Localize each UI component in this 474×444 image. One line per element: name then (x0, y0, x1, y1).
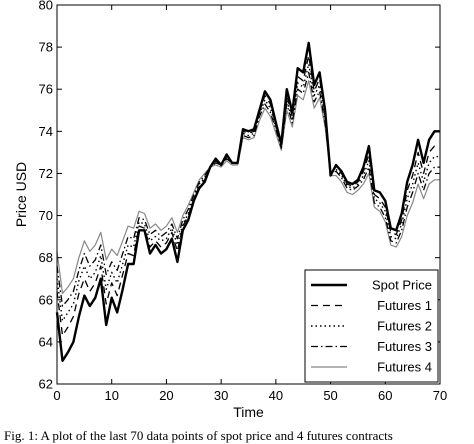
line-chart: 0 10 20 30 40 50 60 70 62 64 66 68 70 72 74 76 78 80 Time… (13, 0, 448, 420)
ticks-layer: 0 10 20 30 40 50 60 70 62 64 66 68 70 72 74 76 78 80 (39, 0, 448, 403)
y-tick-label: 72 (39, 166, 53, 181)
y-tick-label: 62 (39, 377, 53, 392)
legend-entry-label: Futures 3 (377, 339, 432, 354)
x-tick-label: 70 (433, 388, 447, 403)
series-layer (55, 41, 440, 362)
plot-frame (56, 4, 441, 385)
legend-box (304, 269, 439, 383)
series-line-4 (56, 71, 440, 307)
x-tick-label: 50 (323, 388, 337, 403)
series-line-3 (56, 63, 440, 322)
y-tick-label: 74 (39, 124, 53, 139)
x-tick-label: 60 (378, 388, 392, 403)
legend-entry-label: Futures 1 (377, 298, 432, 313)
series-line-5 (56, 80, 440, 295)
series-line-1 (55, 41, 440, 362)
legend-entry-label: Futures 2 (377, 319, 432, 334)
legend-entry-label: Spot Price (372, 278, 432, 293)
legend-entry-label: Futures 4 (377, 360, 432, 375)
series-line-2 (56, 54, 440, 337)
y-tick-label: 80 (39, 0, 53, 13)
x-axis-label: Time (233, 404, 264, 420)
x-tick-label: 10 (104, 388, 118, 403)
x-tick-label: 20 (159, 388, 173, 403)
y-tick-label: 68 (39, 250, 53, 265)
y-tick-label: 78 (39, 40, 53, 55)
y-axis-label: Price USD (13, 162, 29, 227)
y-tick-label: 76 (39, 82, 53, 97)
y-tick-label: 64 (39, 334, 53, 349)
x-tick-label: 40 (269, 388, 283, 403)
figure-caption: Fig. 1: A plot of the last 70 data point… (4, 428, 393, 443)
legend: Spot Price Futures 1 Futures 2 Futures 3 Fut… (304, 269, 439, 383)
y-tick-label: 70 (39, 208, 53, 223)
x-tick-label: 30 (214, 388, 228, 403)
y-tick-label: 66 (39, 292, 53, 307)
x-tick-label: 0 (53, 388, 60, 403)
